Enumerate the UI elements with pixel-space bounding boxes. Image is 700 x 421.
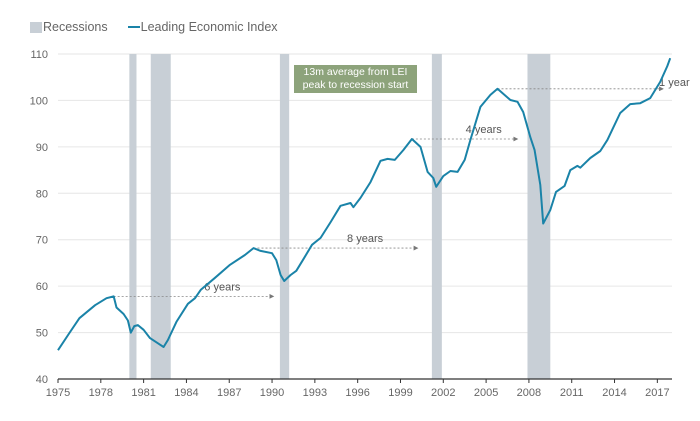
annotation-label: 1 year <box>659 77 690 89</box>
note-box: 13m average from LEI peak to recession s… <box>294 65 417 93</box>
x-tick-label: 2014 <box>602 387 626 399</box>
annotation-label: 8 years <box>347 233 384 245</box>
recession-band <box>150 54 171 379</box>
y-tick-label: 80 <box>36 188 48 200</box>
y-tick-label: 90 <box>36 142 48 154</box>
recession-band <box>279 54 290 379</box>
legend-item-recessions[interactable]: Recessions <box>30 20 108 34</box>
legend-item-lei[interactable]: Leading Economic Index <box>127 20 278 34</box>
y-tick-label: 40 <box>36 374 48 386</box>
x-tick-label: 1993 <box>303 387 327 399</box>
y-tick-label: 110 <box>30 49 48 61</box>
x-tick-label: 1975 <box>46 387 70 399</box>
legend: Recessions Leading Economic Index <box>30 20 278 34</box>
recession-band <box>129 54 137 379</box>
x-tick-label: 1981 <box>131 387 155 399</box>
recession-band <box>431 54 442 379</box>
note-line-1: 13m average from LEI <box>303 66 408 78</box>
recession-swatch <box>30 21 42 33</box>
legend-label: Leading Economic Index <box>140 20 278 34</box>
recession-band <box>527 54 551 379</box>
legend-label: Recessions <box>43 20 108 34</box>
x-tick-label: 1978 <box>89 387 113 399</box>
x-tick-label: 1990 <box>260 387 284 399</box>
x-tick-label: 2008 <box>517 387 541 399</box>
y-tick-label: 70 <box>36 235 48 247</box>
annotation-label: 6 years <box>204 281 241 293</box>
note-line-2: peak to recession start <box>302 79 409 91</box>
x-tick-label: 1984 <box>174 387 198 399</box>
lei-line <box>57 57 672 351</box>
y-tick-label: 50 <box>36 328 48 340</box>
y-tick-label: 100 <box>30 95 48 107</box>
x-tick-label: 1999 <box>388 387 412 399</box>
y-tick-label: 60 <box>36 281 48 293</box>
x-tick-label: 2005 <box>474 387 498 399</box>
x-tick-label: 1987 <box>217 387 241 399</box>
x-tick-label: 1996 <box>345 387 369 399</box>
x-tick-label: 2002 <box>431 387 455 399</box>
x-tick-label: 2017 <box>645 387 669 399</box>
line-swatch <box>127 26 140 28</box>
x-tick-label: 2011 <box>560 387 584 399</box>
